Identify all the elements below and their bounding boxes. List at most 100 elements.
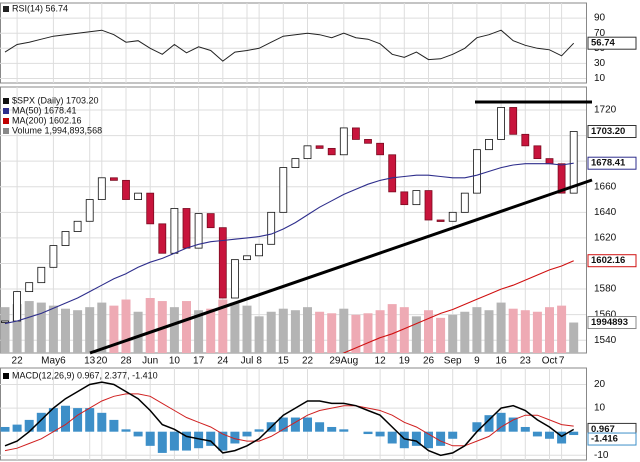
volume-last-box (587, 316, 637, 330)
histogram-bar (557, 431, 567, 444)
candle (545, 158, 554, 165)
x-tick-label: 10 (169, 356, 181, 367)
volume-bar (411, 316, 421, 353)
histogram-bar (169, 431, 179, 451)
volume-bar (303, 307, 312, 353)
ma-last-label: 1602.16 (591, 255, 625, 266)
x-tick-label: 7 (559, 356, 565, 367)
macd-last-label: 0.967 (591, 424, 615, 435)
volume-bar (0, 307, 10, 353)
x-tick-label: 13 (84, 356, 96, 367)
histogram-bar (0, 426, 10, 432)
close-last-label: 1703.20 (591, 126, 625, 137)
volume-bar (109, 305, 119, 353)
y-tick-label: 20 (594, 379, 606, 390)
candle (364, 139, 372, 144)
volume-bar (520, 310, 530, 353)
volume-bar (399, 307, 409, 353)
candle (497, 107, 506, 140)
candle (424, 190, 433, 221)
candle (460, 192, 469, 213)
rsi-last-box (587, 36, 637, 50)
volume-bar (145, 298, 155, 353)
histogram-bar (36, 412, 46, 432)
signal-line (4, 393, 574, 452)
histogram-bar (97, 412, 107, 432)
volume-bar (557, 305, 567, 353)
volume-bar (36, 302, 46, 353)
legend-icon (3, 6, 9, 12)
candle (218, 227, 227, 299)
x-tick-label: Sep (444, 356, 462, 367)
candle (267, 211, 276, 245)
histogram-bar (157, 431, 167, 453)
candle (182, 208, 191, 249)
hist-last-label: -1.416 (591, 434, 618, 445)
histogram-bar (61, 405, 70, 432)
x-tick-label: 28 (120, 356, 132, 367)
histogram-bar (133, 431, 143, 437)
volume-bar (266, 311, 276, 353)
y-tick-label: 90 (594, 13, 606, 24)
candle (206, 213, 215, 229)
histogram-bar (569, 431, 579, 436)
volume-bar (339, 308, 349, 353)
histogram-bar (424, 431, 433, 449)
rsi-line (4, 29, 575, 62)
volume-bar (48, 305, 58, 353)
rsi-last-label: 56.74 (591, 38, 615, 49)
candle (110, 177, 118, 181)
y-tick-label: 10 (594, 73, 606, 84)
annotations (89, 100, 593, 355)
volume-bar (460, 311, 470, 353)
histogram-bar (448, 431, 458, 439)
volume-bar (12, 304, 22, 353)
candle (61, 231, 70, 246)
candle (351, 127, 360, 140)
histogram-bar (520, 426, 530, 432)
volume-bar (315, 311, 325, 353)
histogram-bar (339, 429, 349, 432)
candle (472, 149, 481, 194)
y-tick-label: 30 (594, 58, 606, 69)
candle (448, 211, 457, 222)
volume-bar (182, 301, 191, 353)
candle (194, 213, 203, 249)
y-tick-label: 1720 (594, 105, 617, 116)
histogram-bar (484, 415, 494, 432)
x-tick-label: 22 (12, 356, 24, 367)
x-tick-label: 15 (278, 356, 290, 367)
candle (533, 145, 542, 160)
candle (521, 133, 530, 147)
volume-bar (278, 308, 288, 353)
histogram-bar (12, 424, 22, 432)
candle (230, 259, 239, 299)
y-tick-label: 1640 (594, 207, 617, 218)
y-tick-label: 1580 (594, 284, 617, 295)
volume-bar (532, 311, 542, 353)
x-tick-label: 24 (217, 356, 229, 367)
trend-line (89, 178, 593, 355)
candle (85, 199, 94, 222)
y-tick-label: 1560 (594, 309, 617, 320)
histogram-bar (182, 431, 191, 451)
candle (170, 208, 179, 254)
histogram-bar (85, 408, 95, 432)
candle (291, 158, 300, 168)
histogram-bar (278, 417, 288, 432)
y-tick-label: 1620 (594, 233, 617, 244)
volume-bar (387, 304, 397, 353)
panel (0, 2, 587, 84)
x-tick-label: Oct (542, 356, 558, 367)
x-tick-label: 22 (302, 356, 314, 367)
macd-line (4, 381, 575, 457)
histogram-bar (545, 431, 554, 439)
volume-bar (169, 307, 179, 353)
histogram-bar (290, 417, 300, 432)
legend-entry: MA(200) 1602.16 (12, 115, 82, 125)
histogram-bar (230, 431, 240, 444)
volume-bar (73, 310, 83, 353)
volume-bar (375, 310, 385, 353)
histogram-bar (496, 412, 506, 432)
